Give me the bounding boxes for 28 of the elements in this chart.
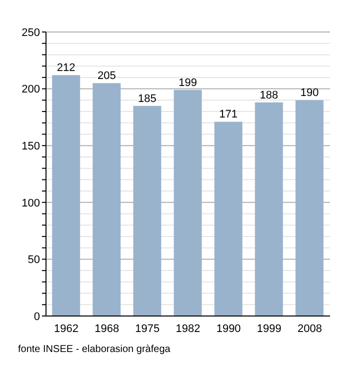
data-label: 190 [300, 87, 319, 100]
y-tick-label: 150 [22, 140, 40, 153]
data-label: 171 [219, 108, 238, 121]
y-tick-label: 200 [22, 84, 40, 96]
data-label: 188 [260, 89, 278, 102]
source-note: fonte INSEE - elaborasion gràfega [18, 344, 172, 355]
bar [254, 102, 283, 316]
bar [92, 83, 121, 316]
x-tick-label: 1968 [94, 322, 120, 335]
bar [133, 106, 162, 316]
data-label: 199 [178, 76, 197, 89]
data-label: 185 [138, 92, 156, 105]
x-tick-label: 1962 [54, 322, 79, 335]
y-tick-label: 100 [22, 197, 40, 210]
bar [296, 100, 324, 316]
y-tick-label: 250 [22, 26, 40, 39]
bar [214, 122, 242, 316]
bar [174, 90, 202, 316]
x-tick-label: 1982 [176, 322, 200, 335]
data-label: 205 [97, 70, 116, 82]
y-tick-label: 0 [34, 310, 40, 323]
bar [52, 75, 80, 316]
x-tick-label: 2008 [297, 322, 322, 335]
y-tick-label: 50 [28, 254, 40, 266]
x-tick-label: 1975 [135, 322, 160, 335]
x-tick-label: 1999 [256, 322, 282, 335]
x-tick-label: 1990 [216, 322, 241, 335]
data-label: 212 [56, 62, 76, 74]
